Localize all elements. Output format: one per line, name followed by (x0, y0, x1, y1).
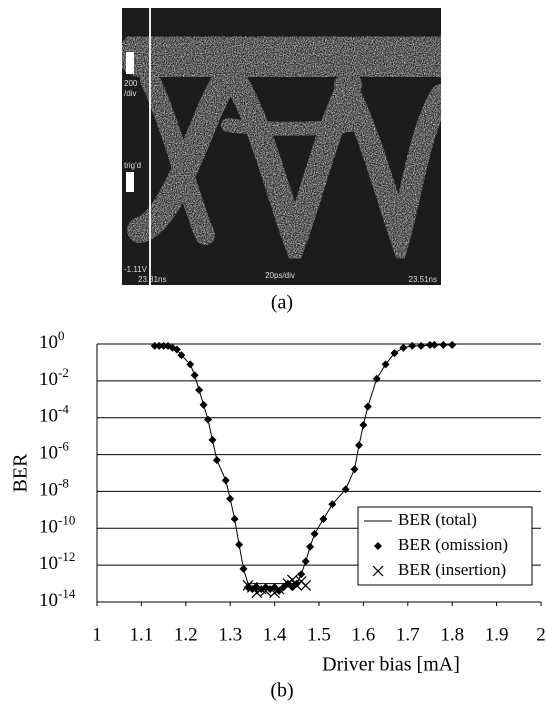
diamond-marker (172, 345, 181, 354)
x-tick-label: 1.6 (352, 624, 376, 645)
scope-text: trig'd (124, 161, 141, 170)
diamond-marker (448, 340, 457, 349)
diamond-marker (221, 476, 230, 485)
x-tick-label: 1.4 (263, 624, 287, 645)
cross-marker (273, 583, 285, 595)
diamond-marker (408, 341, 417, 350)
scope-text: -1.11V (124, 265, 148, 274)
diamond-marker (199, 400, 208, 409)
diamond-marker (341, 485, 350, 494)
diamond-marker (155, 341, 164, 350)
y-tick-label: 10-6 (39, 439, 69, 464)
y-tick-label: 100 (39, 328, 65, 353)
diamond-marker (417, 341, 426, 350)
cross-marker (372, 565, 384, 577)
x-tick-label: 2 (536, 624, 546, 645)
diamond-marker (208, 435, 217, 444)
legend-box (357, 506, 533, 586)
scope-text: 23.31ns (138, 275, 166, 284)
y-tick-label: 10-4 (39, 402, 69, 427)
x-tick-label: 1.5 (307, 624, 331, 645)
diamond-marker (230, 514, 239, 523)
diamond-marker (310, 529, 319, 538)
diamond-marker (374, 542, 382, 550)
diamond-marker (150, 341, 159, 350)
caption: (b) (270, 680, 293, 702)
diamond-marker (159, 341, 168, 350)
y-axis-title: BER (10, 453, 32, 493)
scope-text: /div (124, 89, 136, 98)
diamond-marker (399, 343, 408, 352)
legend-label: BER (omission) (398, 535, 508, 554)
y-tick-label: 10-10 (39, 512, 75, 537)
cross-marker (251, 587, 263, 599)
diamond-marker (297, 570, 306, 579)
diamond-marker (190, 371, 199, 380)
y-tick-label: 10-12 (39, 549, 75, 574)
scope-marker (126, 172, 134, 192)
eye-diagram: 200 /div trig'd -1.11V 23.31ns 20ps/div … (118, 8, 463, 285)
diamond-marker (204, 415, 212, 424)
y-tick-label: 10-8 (39, 475, 69, 500)
scope-text: 23.51ns (409, 275, 437, 284)
caption: (a) (271, 292, 293, 314)
diamond-marker (235, 540, 244, 549)
x-tick-label: 1.2 (174, 624, 198, 645)
x-tick-label: 1.7 (396, 624, 420, 645)
cross-marker (269, 587, 281, 599)
diamond-marker (328, 500, 337, 509)
diamond-marker (195, 385, 204, 394)
y-tick-label: 10-2 (39, 365, 69, 390)
diamond-marker (439, 340, 448, 349)
diamond-marker (319, 514, 328, 523)
diamond-marker (226, 494, 235, 503)
x-tick-label: 1.1 (130, 624, 154, 645)
scope-text: 200 (124, 79, 138, 88)
diamond-marker (239, 564, 248, 573)
diamond-marker (306, 542, 315, 551)
x-tick-label: 1.3 (218, 624, 242, 645)
diamond-marker (186, 360, 195, 369)
diamond-marker (275, 586, 284, 595)
scope-marker (126, 52, 134, 74)
diamond-marker (372, 374, 381, 383)
cross-marker (246, 581, 258, 593)
eye-traces (118, 33, 463, 275)
legend-label: BER (total) (398, 510, 477, 529)
cross-marker (300, 580, 312, 591)
diamond-marker (359, 421, 368, 430)
diamond-marker (381, 360, 390, 369)
diamond-marker (177, 351, 186, 360)
x-tick-label: 1.8 (440, 624, 464, 645)
diamond-marker (430, 340, 439, 349)
diamond-marker (390, 349, 399, 358)
legend-label: BER (insertion) (398, 560, 506, 579)
diamond-marker (350, 465, 359, 474)
diamond-marker (426, 340, 434, 349)
x-tick-label: 1.9 (485, 624, 509, 645)
diamond-marker (354, 441, 363, 450)
diamond-marker (212, 456, 221, 465)
cross-marker (260, 585, 272, 597)
scope-text: 20ps/div (265, 271, 295, 280)
x-axis-title: Driver bias [mA] (322, 654, 460, 676)
cross-marker (286, 574, 298, 586)
diamond-marker (301, 557, 310, 566)
diamond-marker (363, 402, 372, 411)
diamond-marker (270, 583, 279, 592)
y-tick-label: 10-14 (39, 586, 76, 611)
x-tick-label: 1 (92, 624, 102, 645)
